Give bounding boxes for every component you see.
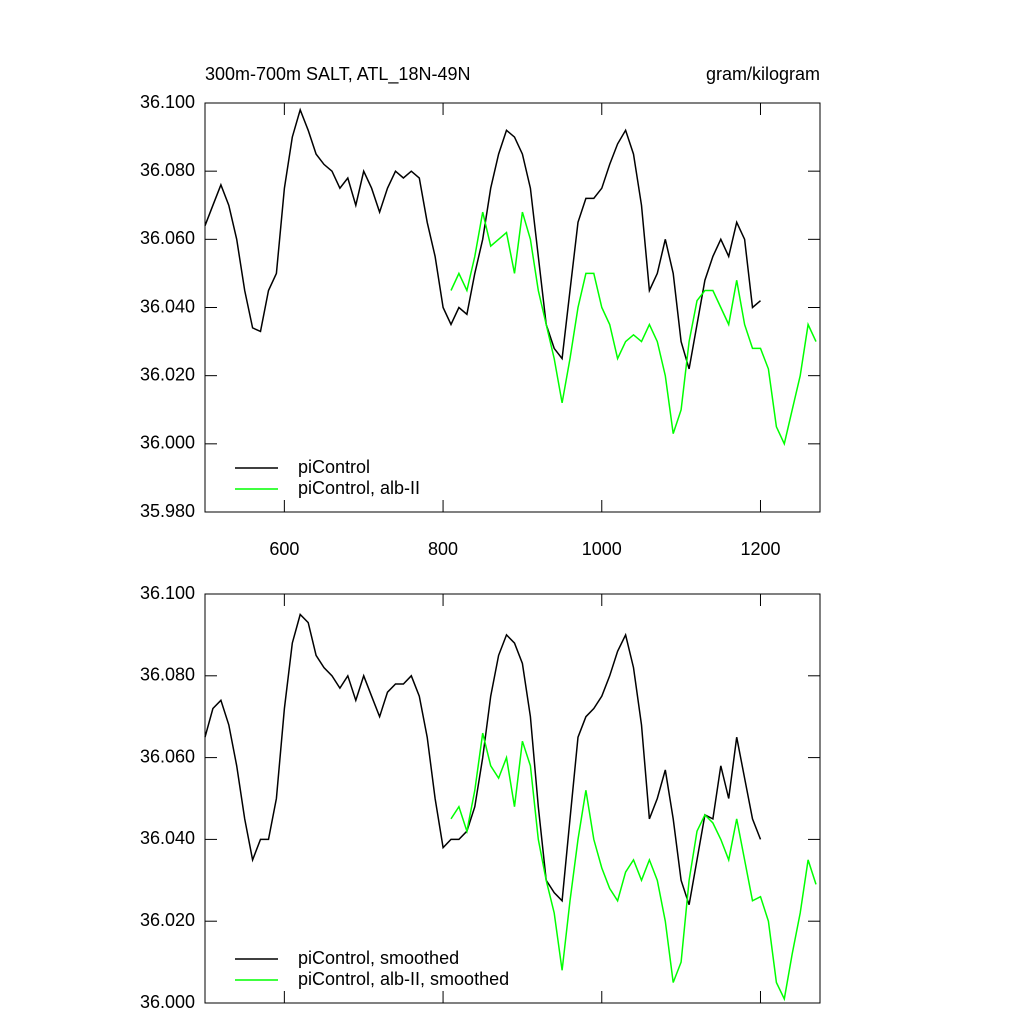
legend-label: piControl, smoothed	[298, 948, 459, 968]
y-tick-label: 36.020	[140, 910, 195, 930]
plot-frame	[204, 593, 821, 1004]
legend-label: piControl, alb-II, smoothed	[298, 969, 509, 989]
x-tick-label: 1000	[582, 539, 622, 559]
y-tick-label: 36.100	[140, 583, 195, 603]
y-tick-label: 36.060	[140, 746, 195, 766]
series-line	[204, 613, 762, 906]
y-tick-label: 36.000	[140, 433, 195, 453]
y-tick-label: 36.080	[140, 665, 195, 685]
plot-frame	[204, 102, 821, 513]
y-tick-label: 36.080	[140, 160, 195, 180]
y-tick-label: 36.060	[140, 228, 195, 248]
series-line	[450, 732, 817, 1002]
units-label: gram/kilogram	[706, 64, 820, 84]
y-tick-label: 36.040	[140, 296, 195, 316]
y-tick-label: 36.000	[140, 992, 195, 1012]
legend-label: piControl	[298, 457, 370, 477]
y-tick-label: 36.020	[140, 364, 195, 384]
y-tick-label: 35.980	[140, 501, 195, 521]
x-tick-label: 800	[428, 539, 458, 559]
x-tick-label: 1200	[740, 539, 780, 559]
legend-label: piControl, alb-II	[298, 478, 420, 498]
y-tick-label: 36.040	[140, 828, 195, 848]
chart-title: 300m-700m SALT, ATL_18N-49N	[205, 64, 470, 85]
series-line	[204, 107, 761, 370]
y-tick-label: 36.100	[140, 92, 195, 112]
x-tick-label: 600	[269, 539, 299, 559]
series-line	[450, 211, 817, 447]
